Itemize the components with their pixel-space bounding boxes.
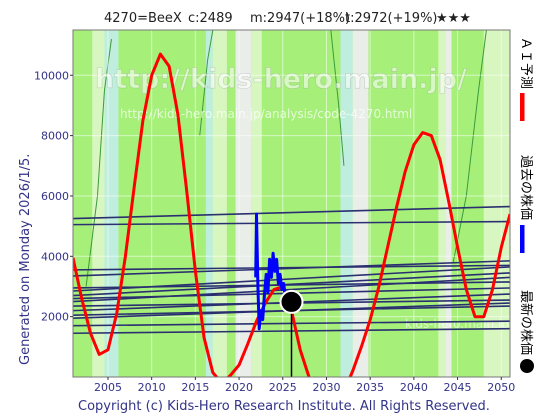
band-3 bbox=[212, 30, 227, 377]
y-tick-label-4000: 4000 bbox=[41, 250, 69, 263]
band-10 bbox=[483, 30, 510, 377]
y-tick-label-8000: 8000 bbox=[41, 130, 69, 143]
watermarks: http://kids-hero.main.jp/ http://kids-he… bbox=[95, 64, 509, 331]
x-tick-label-2015: 2015 bbox=[181, 381, 209, 394]
trend-line-1 bbox=[73, 220, 510, 226]
trend-line-5 bbox=[73, 266, 510, 292]
band-5 bbox=[251, 30, 262, 377]
watermark-sub: http://kids-hero.main.jp/analysis/code-4… bbox=[120, 107, 412, 121]
copyright-footer: Copyright (c) Kids-Hero Research Institu… bbox=[78, 399, 490, 414]
header-target: t:2972(+19%) bbox=[345, 11, 438, 26]
y-tick-label-2000: 2000 bbox=[41, 311, 69, 324]
header-code: 4270=BeeX bbox=[104, 11, 182, 26]
trend-line-3 bbox=[73, 260, 510, 277]
y-tick-label-6000: 6000 bbox=[41, 190, 69, 203]
ridge-line-3 bbox=[452, 30, 487, 263]
latest-price-marker bbox=[279, 289, 304, 314]
legend-item-latest: 最新の株価 bbox=[518, 290, 534, 373]
x-tick-label-2050: 2050 bbox=[487, 381, 515, 394]
watermark-sub2: kids-hero.main.jp bbox=[405, 317, 509, 331]
x-tick-label-2045: 2045 bbox=[444, 381, 472, 394]
y-axis-ticks: 2000 4000 6000 8000 10000 bbox=[34, 69, 73, 324]
legend-item-ai: ＡＩ予測 bbox=[518, 37, 533, 121]
legend-latest-label: 最新の株価 bbox=[518, 290, 534, 355]
x-tick-label-2025: 2025 bbox=[269, 381, 297, 394]
band-2 bbox=[205, 30, 213, 377]
legend-ai-swatch bbox=[520, 93, 525, 121]
legend-past-label: 過去の株価 bbox=[518, 155, 533, 220]
trend-line-8 bbox=[73, 276, 510, 303]
ridge-line-1 bbox=[199, 30, 214, 136]
x-axis-ticks: 2005 2010 2015 2020 2025 2030 2035 2040 2045 2050 bbox=[94, 377, 515, 394]
x-tick-label-2005: 2005 bbox=[94, 381, 122, 394]
trend-line-6 bbox=[73, 272, 510, 297]
legend-past-swatch bbox=[520, 225, 525, 253]
x-tick-label-2030: 2030 bbox=[312, 381, 340, 394]
header-mid: m:2947(+18%) bbox=[250, 11, 350, 26]
band-6 bbox=[340, 30, 353, 377]
legend-latest-swatch bbox=[520, 359, 534, 373]
x-tick-label-2010: 2010 bbox=[138, 381, 166, 394]
trend-line-0 bbox=[73, 205, 510, 220]
ridge-line-2 bbox=[330, 30, 345, 166]
legend: ＡＩ予測 過去の株価 最新の株価 bbox=[518, 37, 534, 373]
x-tick-label-2040: 2040 bbox=[400, 381, 428, 394]
header-current: c:2489 bbox=[188, 11, 233, 26]
x-tick-label-2035: 2035 bbox=[356, 381, 384, 394]
y-tick-label-10000: 10000 bbox=[34, 69, 69, 82]
plot-border bbox=[72, 29, 511, 378]
band-7 bbox=[352, 30, 369, 377]
x-tick-label-2020: 2020 bbox=[225, 381, 253, 394]
header-stars: ★★★ bbox=[436, 11, 471, 26]
grid bbox=[73, 30, 510, 377]
legend-ai-label: ＡＩ予測 bbox=[518, 37, 533, 89]
legend-item-past: 過去の株価 bbox=[518, 155, 533, 253]
watermark-main: http://kids-hero.main.jp/ bbox=[95, 64, 467, 95]
band-8 bbox=[438, 30, 446, 377]
plot-area: http://kids-hero.main.jp/ http://kids-he… bbox=[73, 30, 510, 377]
past-price-line bbox=[254, 212, 292, 331]
generated-date-label: Generated on Monday 2026/1/5. bbox=[18, 154, 33, 365]
